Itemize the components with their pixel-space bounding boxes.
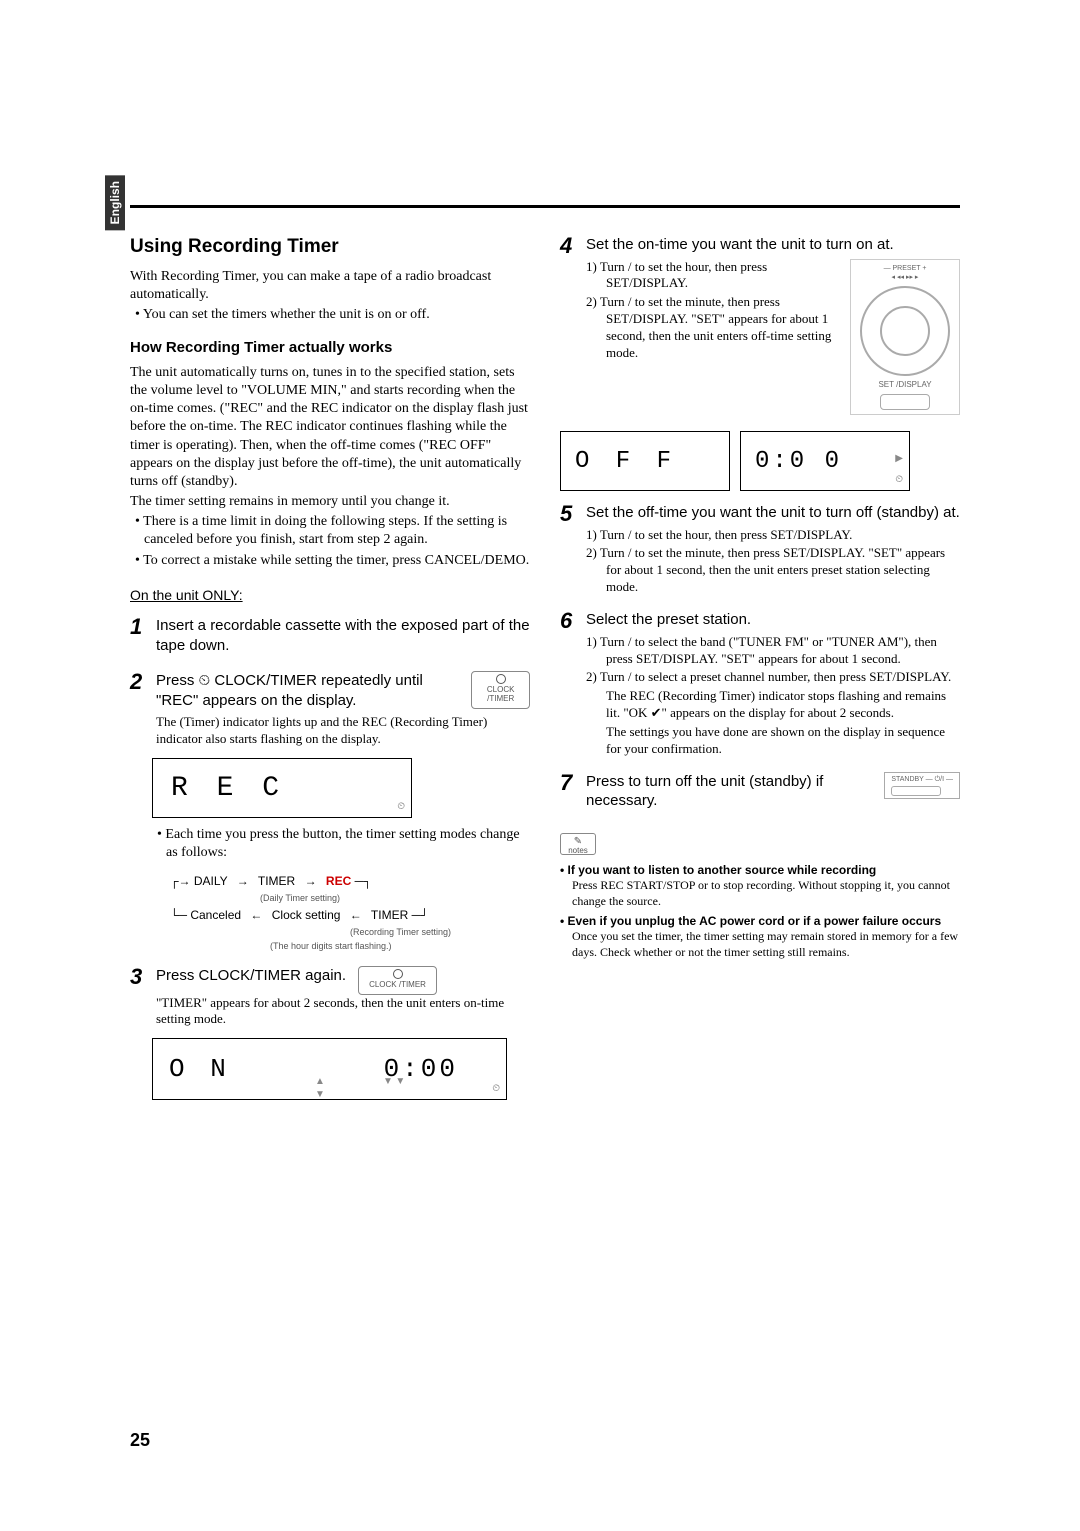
clock-icon [393,969,403,979]
how-text-2: The timer setting remains in memory unti… [130,493,530,511]
timer-icon: ⏲ [397,800,405,813]
tri-icon: ▼ ▼ [383,1075,405,1088]
top-rule [130,205,960,208]
step-3: 3 Press CLOCK/TIMER again. CLOCK /TIMER … [130,966,530,1029]
step-number: 6 [560,610,578,760]
intro-text: With Recording Timer, you can make a tap… [130,268,530,304]
display-rec: R E C ⏲ [152,758,412,818]
step-5: 5 Set the off-time you want the unit to … [560,503,960,598]
how-bullet-1: There is a time limit in doing the follo… [130,513,530,549]
step-6-sub-1: 1) Turn / to select the band ("TUNER FM"… [586,634,960,668]
timer-icon: ⏲ [492,1082,500,1095]
right-column: 4 Set the on-time you want the unit to t… [560,235,960,1108]
display-on: O N ▲▼ 0:00 ▼ ▼ ⏲ [152,1038,507,1100]
step-number: 7 [560,772,578,815]
clock-timer-button-icon: CLOCK /TIMER [358,966,437,995]
notes-icon: notes [560,833,596,855]
step-2: 2 Press ⏲ CLOCK/TIMER repeatedly until "… [130,671,530,748]
step-6-sub-2a: 2) Turn / to select a preset channel num… [586,669,960,686]
standby-button-icon: STANDBY — ⏻/I — [884,772,960,799]
step-number: 4 [560,235,578,421]
left-column: Using Recording Timer With Recording Tim… [130,235,530,1108]
step-1: 1 Insert a recordable cassette with the … [130,616,530,659]
step-number: 3 [130,966,148,1029]
content: Using Recording Timer With Recording Tim… [130,235,960,1108]
step-6-head: Select the preset station. [586,610,960,630]
step-7: 7 Press to turn off the unit (standby) i… [560,772,960,815]
step-2-head-a: Press [156,672,199,689]
play-icon: ▶ [895,452,903,465]
standby-row-icon [891,786,941,796]
clock-icon [496,674,506,684]
clock-timer-label: CLOCK /TIMER [369,980,426,989]
step-5-sub-1: 1) Turn / to set the hour, then press SE… [586,527,960,544]
step-number: 1 [130,616,148,659]
clock-icon: ⏲ [199,672,211,689]
standby-label: STANDBY — ⏻/I — [891,776,953,783]
step-number: 5 [560,503,578,598]
intro-bullet: You can set the timers whether the unit … [130,306,530,324]
mode-timer: TIMER [258,874,295,888]
note-2-head: • Even if you unplug the AC power cord o… [560,914,960,930]
mode-canceled: Canceled [190,908,241,922]
step-5-sub-2: 2) Turn / to set the minute, then press … [586,545,960,596]
page-number: 25 [130,1430,150,1451]
step-2-note: Each time you press the button, the time… [152,826,530,862]
display-text: R E C [171,771,285,807]
how-text-1: The unit automatically turns on, tunes i… [130,364,530,491]
step-6-sub-2b: The REC (Recording Timer) indicator stop… [586,688,960,722]
step-2-sub: The (Timer) indicator lights up and the … [156,714,530,748]
display-on-left: O N [169,1053,231,1087]
display-off-left: O F F [560,431,730,491]
tri-icon: ▲▼ [315,1075,325,1101]
mode-daily: DAILY [194,874,228,888]
preset-label: — PRESET +◂ ◂◂ ▸▸ ▸ [855,264,955,282]
display-text: O F F [575,446,677,477]
how-bullet-2: To correct a mistake while setting the t… [130,552,530,570]
clock-timer-button-icon: CLOCK /TIMER [471,671,530,709]
step-3-head: Press CLOCK/TIMER again. [156,966,346,986]
display-off-right: 0:0 0 ▶ ⏲ [740,431,910,491]
mode-rec: REC [326,874,351,888]
step-number: 2 [130,671,148,748]
step-6: 6 Select the preset station. 1) Turn / t… [560,610,960,760]
timer-icon: ⏲ [895,473,903,486]
step-7-head: Press to turn off the unit (standby) if … [586,772,870,811]
note-1-body: Press REC START/STOP or to stop recordin… [560,878,960,909]
step-6-sub-2c: The settings you have done are shown on … [586,724,960,758]
note-2-body: Once you set the timer, the timer settin… [560,929,960,960]
subsection-heading: How Recording Timer actually works [130,338,530,358]
set-button-icon [880,394,930,410]
step-1-head: Insert a recordable cassette with the ex… [156,616,530,655]
dial-diagram: — PRESET +◂ ◂◂ ▸▸ ▸ SET /DISPLAY [850,259,960,416]
mode-diagram: ┌→ DAILY → TIMER → REC ─┐ (Daily Timer s… [170,872,530,954]
step-5-head: Set the off-time you want the unit to tu… [586,503,960,523]
step-2-head: Press ⏲ CLOCK/TIMER repeatedly until "RE… [156,671,459,710]
step-4-head: Set the on-time you want the unit to tur… [586,235,960,255]
on-unit-label: On the unit ONLY: [130,586,530,604]
section-heading: Using Recording Timer [130,235,530,260]
mode-rec-sub: (Recording Timer setting) [350,925,530,939]
set-display-label: SET /DISPLAY [878,380,931,389]
step-3-sub: "TIMER" appears for about 2 seconds, the… [156,995,530,1029]
mode-daily-sub: (Daily Timer setting) [260,891,530,905]
language-tab: English [105,175,125,230]
mode-timer-2: TIMER [371,908,408,922]
dial-icon [860,286,950,376]
step-4-displays: O F F 0:0 0 ▶ ⏲ [560,431,960,491]
display-text: 0:0 0 [755,446,842,477]
clock-timer-label: CLOCK /TIMER [487,685,515,703]
mode-clock: Clock setting [272,908,341,922]
mode-hour-note: (The hour digits start flashing.) [270,939,530,953]
step-4: 4 Set the on-time you want the unit to t… [560,235,960,421]
note-1-head: • If you want to listen to another sourc… [560,863,960,879]
